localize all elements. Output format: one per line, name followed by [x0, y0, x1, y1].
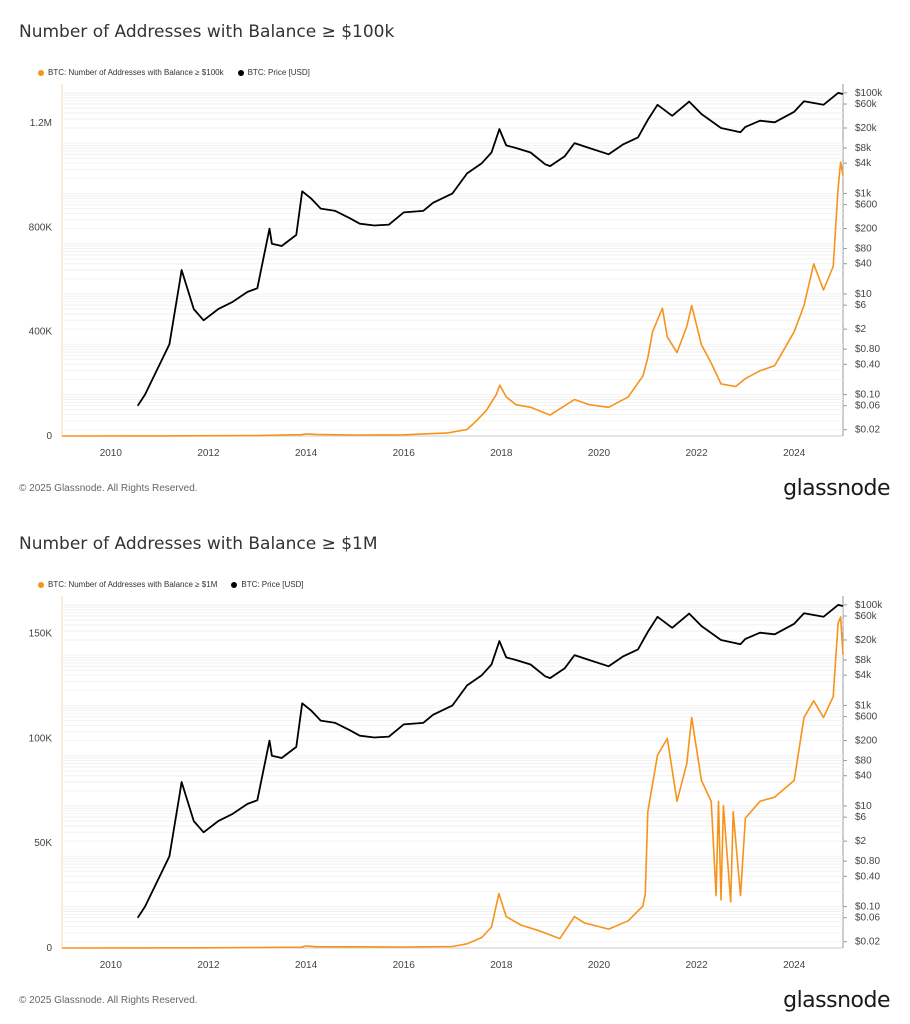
y-right-tick-label: $0.80 [855, 344, 880, 355]
x-tick-label: 2020 [588, 448, 611, 459]
y-right-tick-label: $0.10 [855, 390, 880, 401]
y-right-tick-label: $0.10 [855, 902, 880, 913]
x-tick-label: 2014 [295, 448, 318, 459]
y-left-tick-label: 150K [29, 629, 53, 640]
x-tick-label: 2012 [197, 960, 220, 971]
y-right-tick-label: $10 [855, 289, 872, 300]
y-right-tick-label: $0.40 [855, 871, 880, 882]
chart-legend: BTC: Number of Addresses with Balance ≥ … [38, 580, 304, 589]
y-left-tick-label: 400K [29, 327, 53, 338]
legend-item-price[interactable]: BTC: Price [USD] [231, 580, 304, 589]
x-tick-label: 2012 [197, 448, 220, 459]
y-right-tick-label: $20k [855, 123, 878, 134]
chart-panel-1m: Number of Addresses with Balance ≥ $1M B… [0, 512, 910, 1024]
chart-title: Number of Addresses with Balance ≥ $1M [19, 534, 378, 554]
y-left-tick-label: 1.2M [30, 118, 52, 129]
y-left-tick-label: 50K [34, 838, 52, 849]
y-right-tick-label: $40 [855, 771, 872, 782]
y-right-tick-label: $6 [855, 812, 867, 823]
y-right-tick-label: $80 [855, 244, 872, 255]
y-right-tick-label: $60k [855, 611, 878, 622]
y-right-tick-label: $4k [855, 158, 872, 169]
y-right-tick-label: $4k [855, 670, 872, 681]
series-line-price [136, 604, 844, 919]
x-tick-label: 2020 [588, 960, 611, 971]
y-right-tick-label: $1k [855, 188, 872, 199]
x-tick-label: 2010 [100, 960, 123, 971]
legend-item-price[interactable]: BTC: Price [USD] [237, 68, 310, 77]
y-right-tick-label: $0.40 [855, 359, 880, 370]
copyright-text: © 2025 Glassnode. All Rights Reserved. [19, 483, 198, 494]
legend-label-price: BTC: Price [USD] [247, 68, 310, 77]
legend-item-addresses[interactable]: BTC: Number of Addresses with Balance ≥ … [38, 580, 217, 589]
y-right-tick-label: $60k [855, 99, 878, 110]
chart-legend: BTC: Number of Addresses with Balance ≥ … [38, 68, 310, 77]
x-tick-label: 2018 [490, 960, 513, 971]
x-tick-label: 2018 [490, 448, 513, 459]
y-left-tick-label: 0 [46, 431, 52, 442]
x-tick-label: 2014 [295, 960, 318, 971]
y-right-tick-label: $2 [855, 324, 867, 335]
y-left-tick-label: 0 [46, 943, 52, 954]
legend-label-price: BTC: Price [USD] [241, 580, 304, 589]
y-right-tick-label: $80 [855, 756, 872, 767]
y-right-tick-label: $40 [855, 259, 872, 270]
glassnode-logo: glassnode [783, 476, 890, 501]
y-right-tick-label: $8k [855, 143, 872, 154]
y-left-tick-label: 800K [29, 222, 53, 233]
y-right-tick-label: $100k [855, 600, 883, 611]
y-right-tick-label: $200 [855, 736, 878, 747]
y-right-tick-label: $0.02 [855, 425, 880, 436]
x-tick-label: 2022 [685, 448, 708, 459]
y-right-tick-label: $600 [855, 200, 878, 211]
x-tick-label: 2016 [393, 448, 416, 459]
x-tick-label: 2010 [100, 448, 123, 459]
y-right-tick-label: $20k [855, 635, 878, 646]
y-right-tick-label: $100k [855, 88, 883, 99]
legend-label-addresses: BTC: Number of Addresses with Balance ≥ … [48, 580, 218, 589]
y-right-tick-label: $2 [855, 836, 867, 847]
series-line-addresses [61, 161, 844, 437]
y-right-tick-label: $0.06 [855, 401, 880, 412]
series-line-addresses [61, 616, 844, 949]
y-right-tick-label: $8k [855, 655, 872, 666]
y-right-tick-label: $1k [855, 700, 872, 711]
x-tick-label: 2024 [783, 448, 806, 459]
y-right-tick-label: $600 [855, 712, 878, 723]
y-right-tick-label: $0.80 [855, 856, 880, 867]
x-tick-label: 2022 [685, 960, 708, 971]
y-right-tick-label: $0.02 [855, 937, 880, 948]
chart-plot-100k: 0 400K 800K 1.2M $0.02 $0.06$0.10 $0.40 $0.80 $2… [29, 84, 883, 459]
series-line-price [136, 92, 844, 407]
x-tick-label: 2024 [783, 960, 806, 971]
chart-panel-100k: Number of Addresses with Balance ≥ $100k… [19, 22, 890, 501]
glassnode-logo: glassnode [783, 988, 890, 1013]
chart-title: Number of Addresses with Balance ≥ $100k [19, 22, 395, 42]
x-tick-label: 2016 [393, 960, 416, 971]
legend-item-addresses[interactable]: BTC: Number of Addresses with Balance ≥ … [38, 68, 224, 77]
y-left-tick-label: 100K [29, 733, 53, 744]
legend-label-addresses: BTC: Number of Addresses with Balance ≥ … [48, 68, 224, 77]
copyright-text: © 2025 Glassnode. All Rights Reserved. [19, 995, 198, 1006]
y-right-tick-label: $200 [855, 224, 878, 235]
y-right-tick-label: $0.06 [855, 913, 880, 924]
y-right-tick-label: $6 [855, 300, 867, 311]
y-right-tick-label: $10 [855, 801, 872, 812]
chart-plot-1m: 0 50K 100K 150K $0.02 $0.06$0.10 $0.40 $0.80 $2 $… [29, 596, 883, 971]
